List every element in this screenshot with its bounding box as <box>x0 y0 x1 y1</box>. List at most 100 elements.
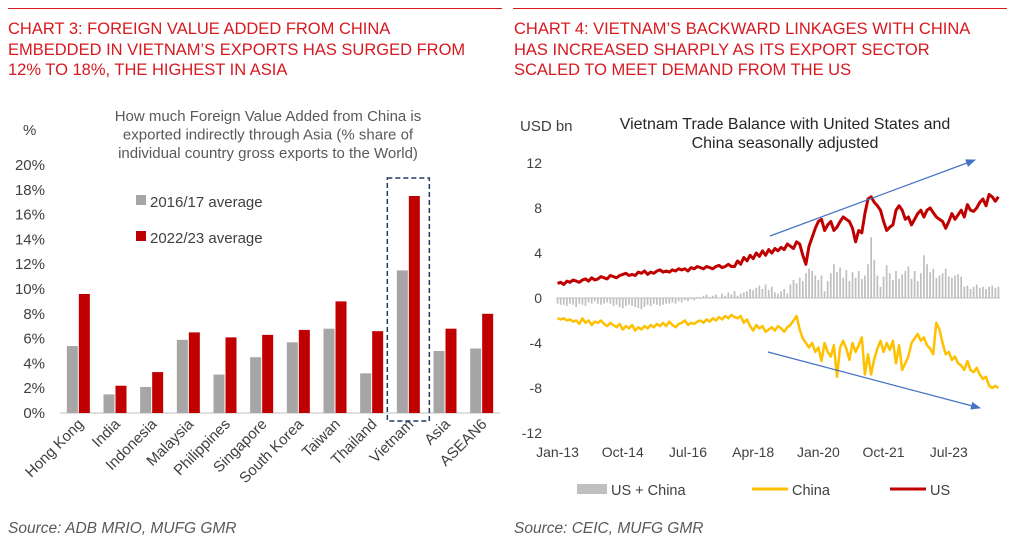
uschina-bar <box>603 298 605 304</box>
uschina-bar <box>566 298 568 306</box>
uschina-bar <box>659 298 661 306</box>
uschina-bar <box>826 281 829 298</box>
uschina-bar <box>798 277 801 298</box>
legend-swatch-2016-17 <box>136 195 146 205</box>
uschina-bar <box>854 277 857 298</box>
uschina-bar <box>702 295 705 298</box>
bar-chart-ytick-label: 20% <box>15 157 45 174</box>
uschina-bar <box>556 298 559 304</box>
uschina-bar <box>649 298 652 306</box>
line-chart: USD bn Vietnam Trade Balance with United … <box>520 116 1000 499</box>
uschina-bar <box>789 284 792 298</box>
right-chart-heading: CHART 4: VIETNAM’S BACKWARD LINKAGES WIT… <box>514 19 1014 81</box>
bar-2016-17 <box>250 357 262 413</box>
uschina-bar <box>833 264 835 298</box>
vietnam-highlight-box <box>386 177 431 422</box>
uschina-bar <box>581 298 584 305</box>
uschina-bar <box>764 284 767 298</box>
uschina-bar <box>606 298 609 303</box>
uschina-bar <box>593 298 596 302</box>
uschina-bar <box>978 287 981 298</box>
uschina-bar <box>739 293 742 298</box>
uschina-bar <box>975 284 978 298</box>
uschina-bar <box>919 273 922 298</box>
uschina-bar <box>637 298 640 309</box>
line-chart-title-line: Vietnam Trade Balance with United States… <box>620 116 951 133</box>
bar-2022-23 <box>372 331 384 413</box>
uschina-bar <box>677 298 680 302</box>
uschina-bar <box>805 273 807 298</box>
legend-label-china: China <box>792 483 831 499</box>
bar-2016-17 <box>360 373 372 413</box>
bar-2016-17 <box>103 394 115 413</box>
uschina-bar <box>671 298 674 303</box>
bar-chart-ytick-label: 10% <box>15 281 45 298</box>
uschina-bar <box>590 298 593 304</box>
uschina-bar <box>904 271 907 298</box>
uschina-bar <box>721 293 723 298</box>
uschina-bar <box>680 298 683 303</box>
uschina-bar <box>643 298 646 307</box>
uschina-bar <box>587 298 590 303</box>
bar-2022-23 <box>335 301 347 413</box>
line-chart-ytick-label: -4 <box>530 335 543 351</box>
legend-swatch-2022-23 <box>136 231 146 241</box>
uschina-bar <box>994 287 997 298</box>
bar-2022-23 <box>188 332 200 413</box>
uschina-bar <box>708 296 711 298</box>
uschina-bar <box>929 272 931 298</box>
uschina-bar <box>966 285 969 298</box>
uschina-bar <box>631 298 633 306</box>
uschina-bar <box>777 293 779 298</box>
rising-trend-arrow <box>769 159 976 237</box>
uschina-bar <box>860 278 863 298</box>
left-heading-line: 12% TO 18%, THE HIGHEST IN ASIA <box>8 61 288 79</box>
uschina-bar <box>888 273 891 298</box>
bar-2016-17 <box>66 346 78 413</box>
uschina-bar <box>690 298 692 300</box>
uschina-bar <box>808 268 810 298</box>
line-chart-ytick-label: 4 <box>534 245 542 261</box>
bar-2016-17 <box>213 374 225 413</box>
bar-chart-ytick-label: 0% <box>23 405 45 422</box>
legend-label-us: US <box>930 483 950 499</box>
bar-chart-title-line: exported indirectly through Asia (% shar… <box>123 127 414 144</box>
bar-2022-23 <box>262 334 274 413</box>
uschina-bar <box>742 292 745 298</box>
bar-2022-23 <box>298 329 310 413</box>
uschina-bar <box>817 280 820 298</box>
uschina-bar <box>944 268 947 298</box>
uschina-bar <box>923 255 925 298</box>
bar-chart-ytick-label: 14% <box>15 231 45 248</box>
uschina-bar <box>597 298 599 304</box>
uschina-bar <box>820 275 823 298</box>
uschina-bar <box>758 285 761 298</box>
bar-chart-ytick-label: 8% <box>23 306 45 323</box>
uschina-bar <box>997 286 1000 298</box>
uschina-bar <box>960 276 963 298</box>
uschina-bar <box>985 289 987 298</box>
line-chart-ytick-label: 8 <box>534 200 542 216</box>
uschina-bar <box>823 291 826 298</box>
uschina-bar <box>938 275 941 298</box>
uschina-bar <box>988 286 990 298</box>
uschina-bar <box>829 273 832 298</box>
uschina-bar <box>795 283 798 298</box>
uschina-bar <box>792 280 795 298</box>
uschina-bar <box>569 298 571 304</box>
bar-2016-17 <box>433 351 445 413</box>
uschina-bar <box>991 285 994 298</box>
left-source-note: Source: ADB MRIO, MUFG GMR <box>8 520 237 537</box>
uschina-bar <box>727 292 730 298</box>
line-chart-xtick-label: Oct-14 <box>602 444 644 460</box>
uschina-bar <box>612 298 615 306</box>
bar-2022-23 <box>445 328 457 413</box>
bar-2016-17 <box>286 342 298 413</box>
uschina-bar <box>926 264 928 298</box>
uschina-bar <box>916 281 919 298</box>
uschina-bar <box>724 295 727 298</box>
bar-2016-17 <box>470 348 482 413</box>
falling-trend-arrow <box>767 351 981 410</box>
uschina-bar <box>656 298 658 305</box>
